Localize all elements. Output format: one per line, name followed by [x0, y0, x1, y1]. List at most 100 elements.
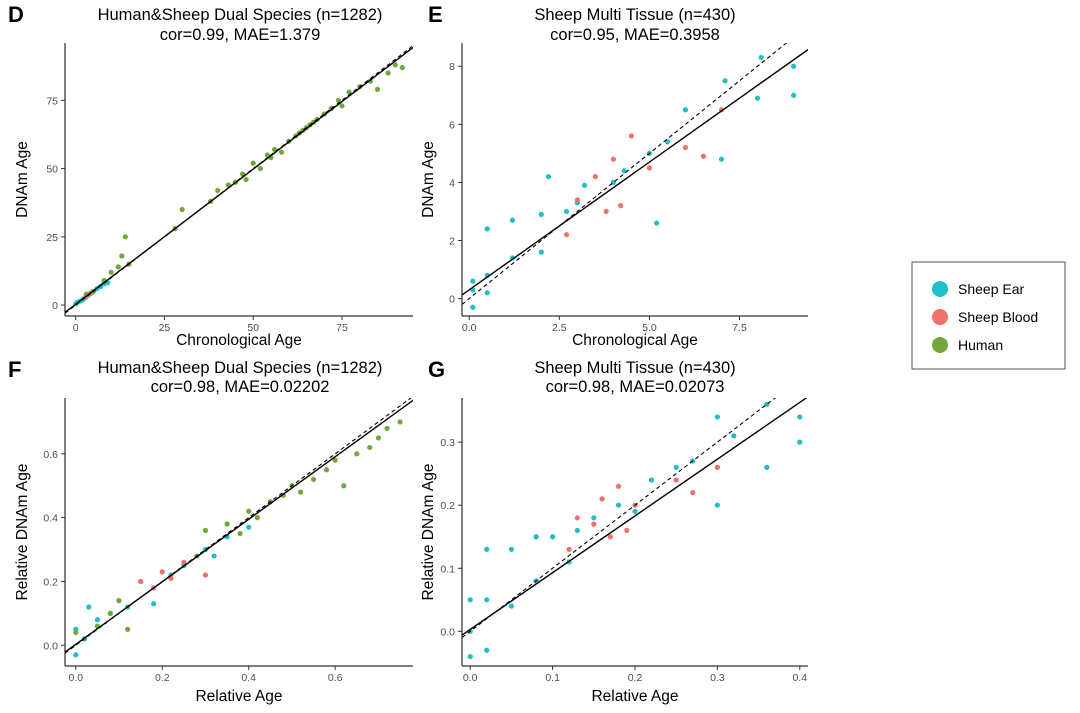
fit-line	[462, 398, 808, 636]
point-human	[115, 264, 121, 270]
x-tick-label: 0.0	[463, 672, 478, 684]
point-sheep-blood	[624, 527, 630, 534]
point-human	[341, 483, 347, 489]
x-tick-label: 0.1	[545, 672, 560, 684]
point-sheep-blood	[690, 489, 696, 496]
point-sheep-ear	[731, 433, 737, 439]
point-sheep-ear	[764, 464, 770, 470]
x-tick-label: 0.0	[462, 322, 477, 334]
legend-swatch	[932, 309, 948, 325]
y-tick-label: 0.4	[43, 513, 58, 525]
x-tick-label: 0.6	[328, 672, 343, 684]
point-human	[339, 103, 345, 109]
fit-line	[65, 46, 413, 313]
panel-letter: G	[428, 357, 445, 382]
y-axis-label: Relative DNAm Age	[14, 464, 31, 601]
chart-title: Human&Sheep Dual Species (n=1282)	[98, 6, 383, 24]
point-sheep-blood	[615, 483, 622, 489]
point-sheep-blood	[591, 521, 597, 527]
x-tick-label: 2.5	[552, 322, 567, 334]
points	[73, 419, 403, 658]
point-human	[215, 187, 221, 194]
point-human	[243, 176, 249, 183]
point-human	[354, 451, 360, 457]
legend-swatch	[932, 337, 948, 353]
point-sheep-blood	[574, 197, 580, 203]
point-sheep-ear	[508, 603, 515, 609]
point-sheep-ear	[545, 173, 552, 180]
point-sheep-blood	[566, 546, 572, 552]
y-tick-label: 0	[449, 294, 455, 306]
y-tick-label: 0.0	[440, 626, 455, 638]
point-sheep-blood	[159, 569, 165, 575]
panel-e: E Sheep Multi Tissue (n=430) cor=0.95, MAE…	[420, 2, 808, 349]
point-human	[367, 444, 373, 451]
point-sheep-blood	[673, 477, 679, 483]
point-sheep-ear	[508, 546, 515, 552]
point-sheep-blood	[628, 133, 634, 139]
point-sheep-ear	[673, 464, 679, 470]
point-human	[116, 597, 122, 604]
y-tick-label: 4	[449, 177, 455, 189]
x-tick-label: 25	[159, 322, 171, 334]
point-sheep-ear	[484, 597, 490, 603]
y-tick-label: 0.2	[440, 500, 455, 512]
point-sheep-blood	[714, 464, 720, 470]
point-sheep-ear	[470, 278, 476, 284]
point-human	[237, 530, 243, 537]
x-tick-label: 0.4	[241, 672, 256, 684]
points	[467, 401, 803, 660]
point-sheep-ear	[722, 78, 728, 84]
y-tick-label: 75	[46, 95, 58, 107]
x-tick-label: 75	[336, 322, 348, 334]
point-human	[250, 160, 256, 166]
legend-swatch	[932, 281, 948, 297]
chart-subtitle: cor=0.98, MAE=0.02202	[151, 378, 330, 396]
chart-title: Human&Sheep Dual Species (n=1282)	[98, 359, 383, 377]
point-sheep-blood	[610, 156, 616, 162]
point-human	[375, 435, 382, 441]
point-human	[397, 419, 403, 425]
y-tick-label: 6	[449, 119, 455, 131]
point-sheep-ear	[790, 63, 797, 69]
y-tick-label: 0.2	[43, 576, 58, 588]
point-sheep-ear	[484, 226, 490, 232]
point-human	[246, 508, 252, 514]
point-human	[310, 476, 317, 482]
point-sheep-ear	[754, 95, 761, 101]
point-sheep-ear	[538, 211, 544, 217]
point-sheep-ear	[632, 508, 638, 515]
point-sheep-ear	[467, 597, 473, 603]
point-human	[298, 489, 304, 495]
point-sheep-ear	[563, 208, 570, 215]
point-human	[374, 86, 381, 93]
panel-letter: F	[8, 357, 21, 382]
point-sheep-ear	[484, 290, 490, 296]
x-axis-label: Chronological Age	[176, 332, 302, 349]
point-sheep-ear	[470, 304, 476, 310]
y-tick-label: 2	[449, 235, 455, 247]
point-sheep-ear	[714, 414, 720, 420]
point-human	[73, 629, 79, 636]
x-tick-label: 0.0	[69, 672, 84, 684]
point-sheep-blood	[138, 578, 144, 585]
panel-letter: D	[8, 2, 24, 27]
point-sheep-ear	[211, 553, 217, 559]
identity-line	[462, 43, 788, 305]
point-human	[257, 165, 263, 172]
point-sheep-ear	[797, 414, 803, 420]
point-sheep-ear	[581, 182, 588, 188]
panel-g: G Sheep Multi Tissue (n=430)cor=0.98, MAE…	[420, 357, 808, 705]
y-tick-label: 0.0	[43, 640, 58, 652]
point-sheep-blood	[682, 144, 689, 151]
x-tick-label: 7.5	[732, 322, 747, 334]
point-sheep-blood	[617, 203, 624, 209]
chart-subtitle: cor=0.95, MAE=0.3958	[550, 26, 720, 44]
point-sheep-ear	[538, 249, 544, 255]
point-human	[367, 78, 373, 84]
panel-d: D Human&Sheep Dual Species (n=1282) cor=0.…	[8, 2, 413, 349]
point-sheep-ear	[86, 604, 92, 610]
legend-label: Sheep Blood	[958, 309, 1038, 325]
point-sheep-ear	[246, 524, 252, 530]
x-tick-label: 5.0	[642, 322, 657, 334]
